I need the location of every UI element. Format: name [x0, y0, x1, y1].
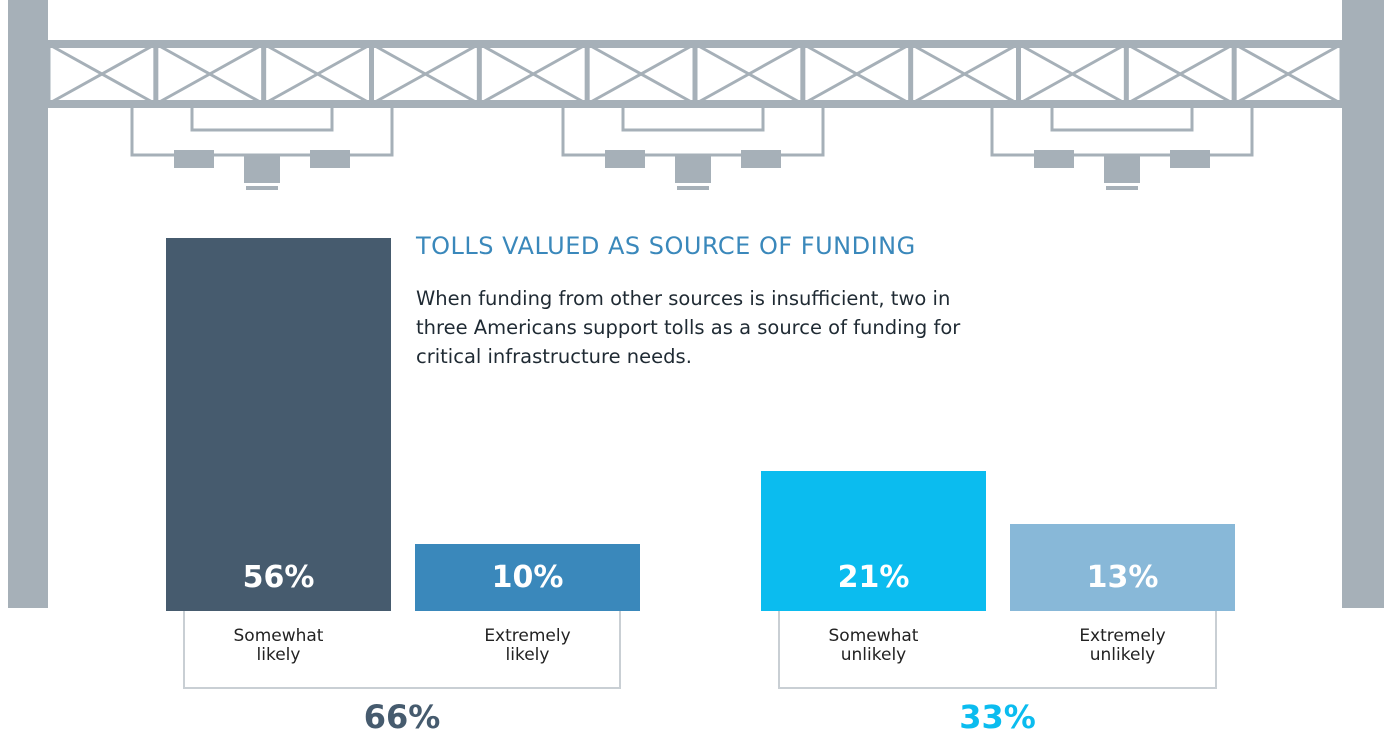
sign — [244, 155, 280, 183]
chart-title: TOLLS VALUED AS SOURCE OF FUNDING — [416, 232, 916, 260]
sign — [741, 150, 781, 168]
bar — [1010, 524, 1235, 611]
chart-subtitle: When funding from other sources is insuf… — [416, 287, 961, 368]
sign-stand — [677, 186, 709, 190]
truss-diagonal — [694, 42, 804, 106]
group-total: 33% — [959, 698, 1036, 735]
truss-diagonal — [155, 42, 265, 106]
value-label: 21% — [837, 560, 910, 595]
category-label: Somewhat unlikely — [828, 626, 919, 665]
truss-diagonal — [47, 42, 157, 106]
bar — [166, 238, 391, 611]
category-label: Somewhat likely — [233, 626, 324, 665]
truss-diagonal — [1233, 42, 1343, 106]
sign — [1170, 150, 1210, 168]
sign-stand — [246, 186, 278, 190]
sign — [605, 150, 645, 168]
group-bracket — [183, 611, 621, 689]
truss-diagonal — [262, 42, 373, 106]
sign — [1034, 150, 1074, 168]
value-label: 10% — [491, 560, 564, 595]
sign — [174, 150, 214, 168]
category-label: Extremely unlikely — [1079, 626, 1166, 665]
truss-diagonal — [802, 42, 912, 106]
sign — [675, 155, 711, 183]
sign — [1104, 155, 1140, 183]
post — [1342, 0, 1384, 608]
sign-stand — [1106, 186, 1138, 190]
truss-diagonal — [909, 42, 1020, 106]
truss-diagonal — [370, 42, 481, 106]
post — [8, 0, 48, 608]
value-label: 56% — [242, 560, 315, 595]
bar — [415, 544, 640, 611]
truss-diagonal — [478, 42, 588, 106]
truss-diagonal — [586, 42, 696, 106]
group-total: 66% — [363, 698, 441, 735]
bar — [761, 471, 986, 611]
truss-diagonal — [1017, 42, 1128, 106]
sign-frame — [1050, 104, 1194, 132]
category-label: Extremely likely — [484, 626, 571, 665]
sign-frame — [190, 104, 334, 132]
value-label: 13% — [1086, 560, 1159, 595]
sign-frame — [621, 104, 765, 132]
group-bracket — [778, 611, 1217, 689]
truss-diagonal — [1125, 42, 1235, 106]
sign — [310, 150, 350, 168]
